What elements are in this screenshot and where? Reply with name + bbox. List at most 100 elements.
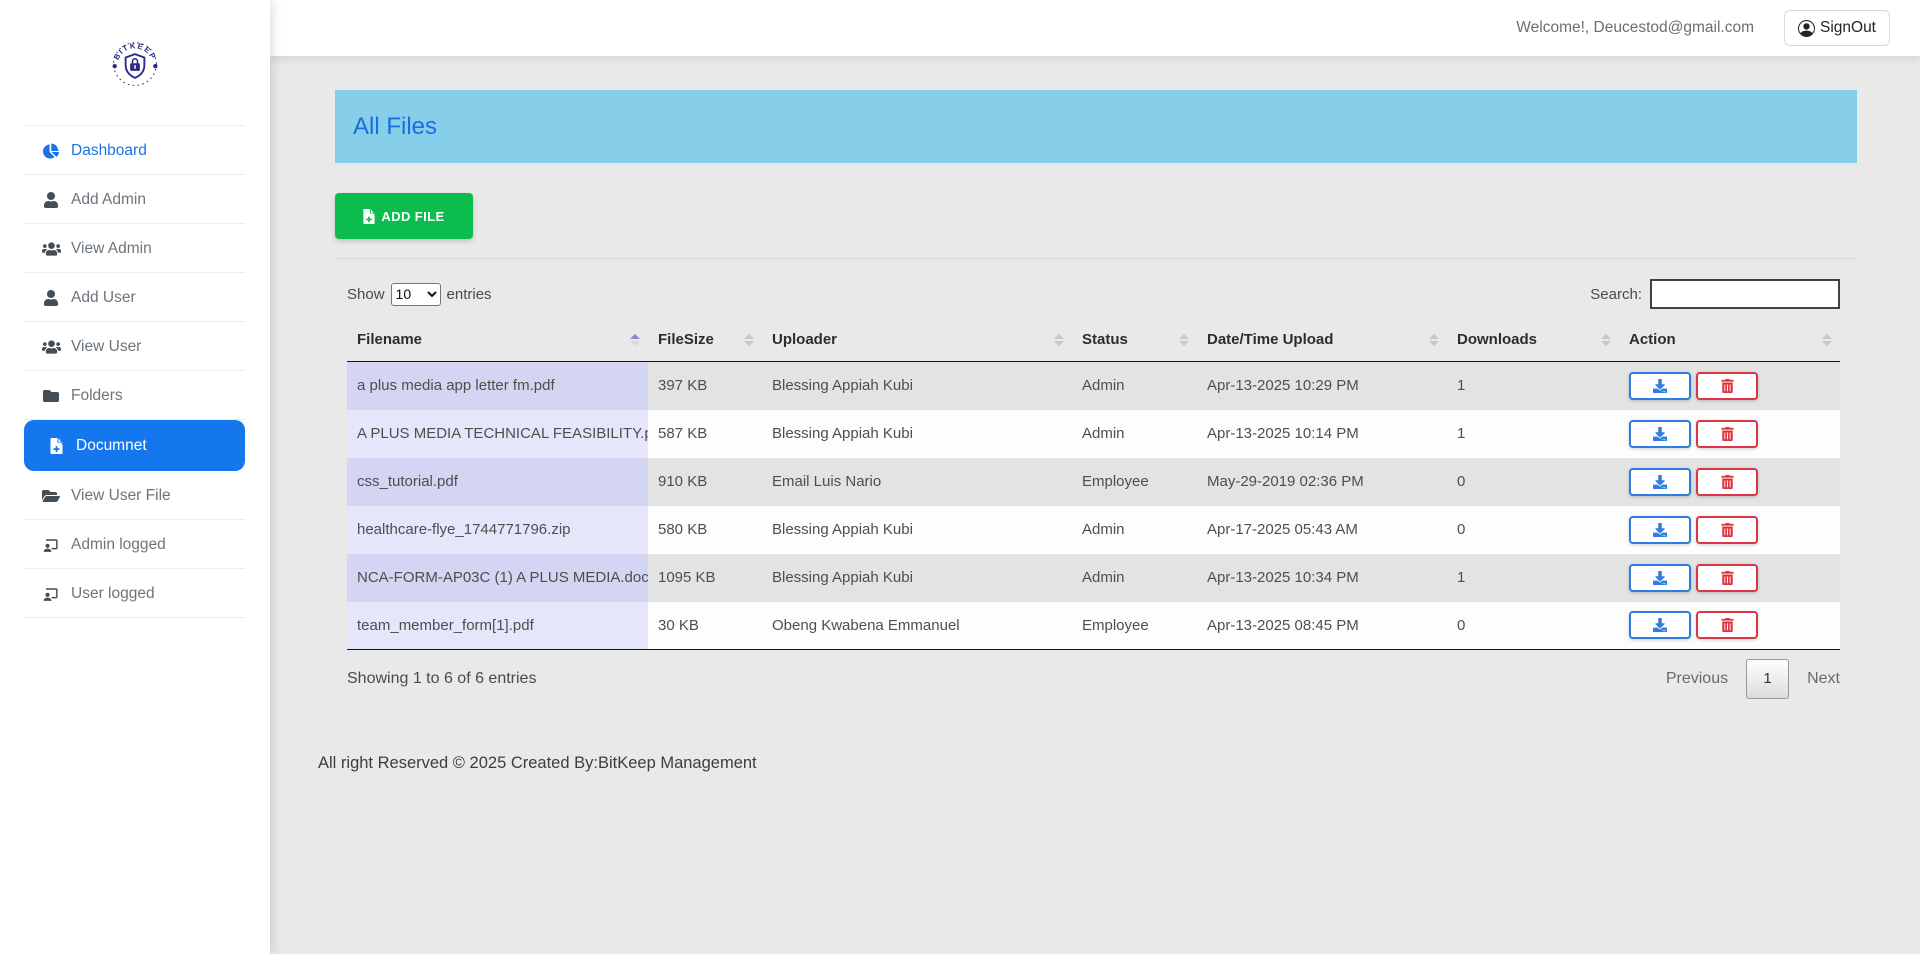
sidebar-item-view-user-file[interactable]: View User File <box>0 471 270 520</box>
table-row[interactable]: A PLUS MEDIA TECHNICAL FEASIBILITY.pdf 5… <box>347 409 1840 458</box>
delete-button[interactable] <box>1696 371 1758 400</box>
sidebar-item-view-admin[interactable]: View Admin <box>0 224 270 273</box>
cell-datetime: Apr-13-2025 08:45 PM <box>1197 601 1447 650</box>
table-row[interactable]: css_tutorial.pdf 910 KB Email Luis Nario… <box>347 457 1840 506</box>
download-button[interactable] <box>1629 515 1691 544</box>
sort-icon <box>1601 333 1611 346</box>
sidebar-item-dashboard[interactable]: Dashboard <box>0 126 270 175</box>
sort-icon <box>744 333 754 346</box>
copyright-text: All right Reserved © 2025 Created By:Bit… <box>318 754 757 772</box>
previous-page-button[interactable]: Previous <box>1665 670 1729 687</box>
sidebar-item-add-admin[interactable]: Add Admin <box>0 175 270 224</box>
files-table: Filename FileSize Uploader Status Date/T… <box>347 318 1840 650</box>
cell-filesize: 30 KB <box>648 601 762 650</box>
download-icon <box>1653 522 1667 537</box>
column-header-status[interactable]: Status <box>1072 318 1197 362</box>
main-content: All Files ADD FILE Show 10 entries Searc… <box>270 56 1920 773</box>
delete-button[interactable] <box>1696 467 1758 496</box>
cell-status: Admin <box>1082 569 1125 586</box>
add-file-label: ADD FILE <box>381 208 445 224</box>
sidebar-item-label: User logged <box>71 584 155 602</box>
user-icon <box>40 191 62 208</box>
user-icon <box>40 289 62 306</box>
table-row[interactable]: healthcare-flye_1744771796.zip 580 KB Bl… <box>347 505 1840 554</box>
cell-downloads: 1 <box>1457 425 1466 442</box>
users-icon <box>40 339 62 355</box>
download-button[interactable] <box>1629 371 1691 400</box>
download-icon <box>1653 618 1667 633</box>
sidebar-item-label: Folders <box>71 386 123 404</box>
cell-downloads: 1 <box>1457 569 1466 586</box>
column-header-filename[interactable]: Filename <box>347 318 648 362</box>
delete-button[interactable] <box>1696 563 1758 592</box>
cell-action <box>1619 362 1840 410</box>
sidebar-item-user-logged[interactable]: User logged <box>0 569 270 618</box>
download-button[interactable] <box>1629 419 1691 448</box>
cell-action <box>1619 554 1840 602</box>
download-icon <box>1653 474 1667 489</box>
sidebar-item-label: Dashboard <box>71 141 147 159</box>
search-input[interactable] <box>1650 279 1840 309</box>
cell-datetime: Apr-13-2025 10:29 PM <box>1207 377 1359 395</box>
column-header-action[interactable]: Action <box>1619 318 1840 362</box>
sidebar-item-folders[interactable]: Folders <box>0 371 270 420</box>
cell-uploader: Blessing Appiah Kubi <box>772 521 913 538</box>
download-button[interactable] <box>1629 563 1691 592</box>
show-label: Show <box>347 285 385 303</box>
cell-downloads: 0 <box>1457 473 1466 490</box>
delete-button[interactable] <box>1696 515 1758 544</box>
download-button[interactable] <box>1629 467 1691 496</box>
page-title: All Files <box>353 112 438 140</box>
sidebar-item-admin-logged[interactable]: Admin logged <box>0 520 270 569</box>
cell-filename: css_tutorial.pdf <box>347 457 648 506</box>
cell-uploader: Blessing Appiah Kubi <box>772 377 913 395</box>
sort-asc-icon <box>630 333 640 346</box>
download-icon <box>1653 378 1667 393</box>
next-page-button[interactable]: Next <box>1807 670 1840 687</box>
cell-status: Employee <box>1072 601 1197 650</box>
add-file-button[interactable]: ADD FILE <box>335 193 473 239</box>
sidebar-item-add-user[interactable]: Add User <box>0 273 270 322</box>
cell-filename: healthcare-flye_1744771796.zip <box>347 505 648 554</box>
search-label: Search: <box>1590 285 1642 303</box>
current-page-button[interactable]: 1 <box>1746 659 1790 699</box>
cell-action <box>1619 458 1840 506</box>
sidebar-item-view-user[interactable]: View User <box>0 322 270 371</box>
cell-downloads: 0 <box>1447 601 1619 650</box>
sidebar-item-label: Add Admin <box>71 190 146 208</box>
cell-downloads: 1 <box>1457 377 1466 395</box>
cell-uploader: Blessing Appiah Kubi <box>772 425 913 442</box>
download-button[interactable] <box>1629 611 1691 640</box>
cell-filename: A PLUS MEDIA TECHNICAL FEASIBILITY.pdf <box>347 409 648 458</box>
cell-uploader: Email Luis Nario <box>772 473 882 490</box>
cell-filesize: 397 KB <box>658 377 708 395</box>
column-header-datetime[interactable]: Date/Time Upload <box>1197 318 1447 362</box>
cell-filesize: 910 KB <box>658 473 708 490</box>
cell-datetime: May-29-2019 02:36 PM <box>1207 473 1364 490</box>
signout-button[interactable]: SignOut <box>1783 10 1890 46</box>
cell-action <box>1619 410 1840 458</box>
cell-filename: a plus media app letter fm.pdf <box>347 361 648 410</box>
trash-icon <box>1720 426 1734 441</box>
sort-icon <box>1054 333 1064 346</box>
trash-icon <box>1720 570 1734 585</box>
sidebar-menu: Dashboard Add Admin View Admin Add User … <box>0 125 270 618</box>
signout-label: SignOut <box>1819 19 1876 36</box>
table-row[interactable]: team_member_form[1].pdf 30 KB Obeng Kwab… <box>347 601 1840 650</box>
sidebar-item-label: Admin logged <box>71 535 166 553</box>
cell-uploader: Obeng Kwabena Emmanuel <box>762 601 1072 650</box>
sidebar-item-label: View User <box>71 337 142 355</box>
sort-icon <box>1179 333 1189 346</box>
table-row[interactable]: NCA-FORM-AP03C (1) A PLUS MEDIA.docx 109… <box>347 553 1840 602</box>
sidebar-item-documnet[interactable]: Documnet <box>24 420 245 471</box>
column-header-filesize[interactable]: FileSize <box>648 318 762 362</box>
page-length-select[interactable]: 10 <box>390 282 441 306</box>
column-header-downloads[interactable]: Downloads <box>1447 318 1619 362</box>
folder-open-icon <box>40 488 62 504</box>
column-header-uploader[interactable]: Uploader <box>762 318 1072 362</box>
sidebar-item-label: Add User <box>71 288 136 306</box>
table-row[interactable]: a plus media app letter fm.pdf 397 KB Bl… <box>347 361 1840 410</box>
delete-button[interactable] <box>1696 611 1758 640</box>
cell-datetime: Apr-13-2025 10:34 PM <box>1207 569 1359 586</box>
delete-button[interactable] <box>1696 419 1758 448</box>
